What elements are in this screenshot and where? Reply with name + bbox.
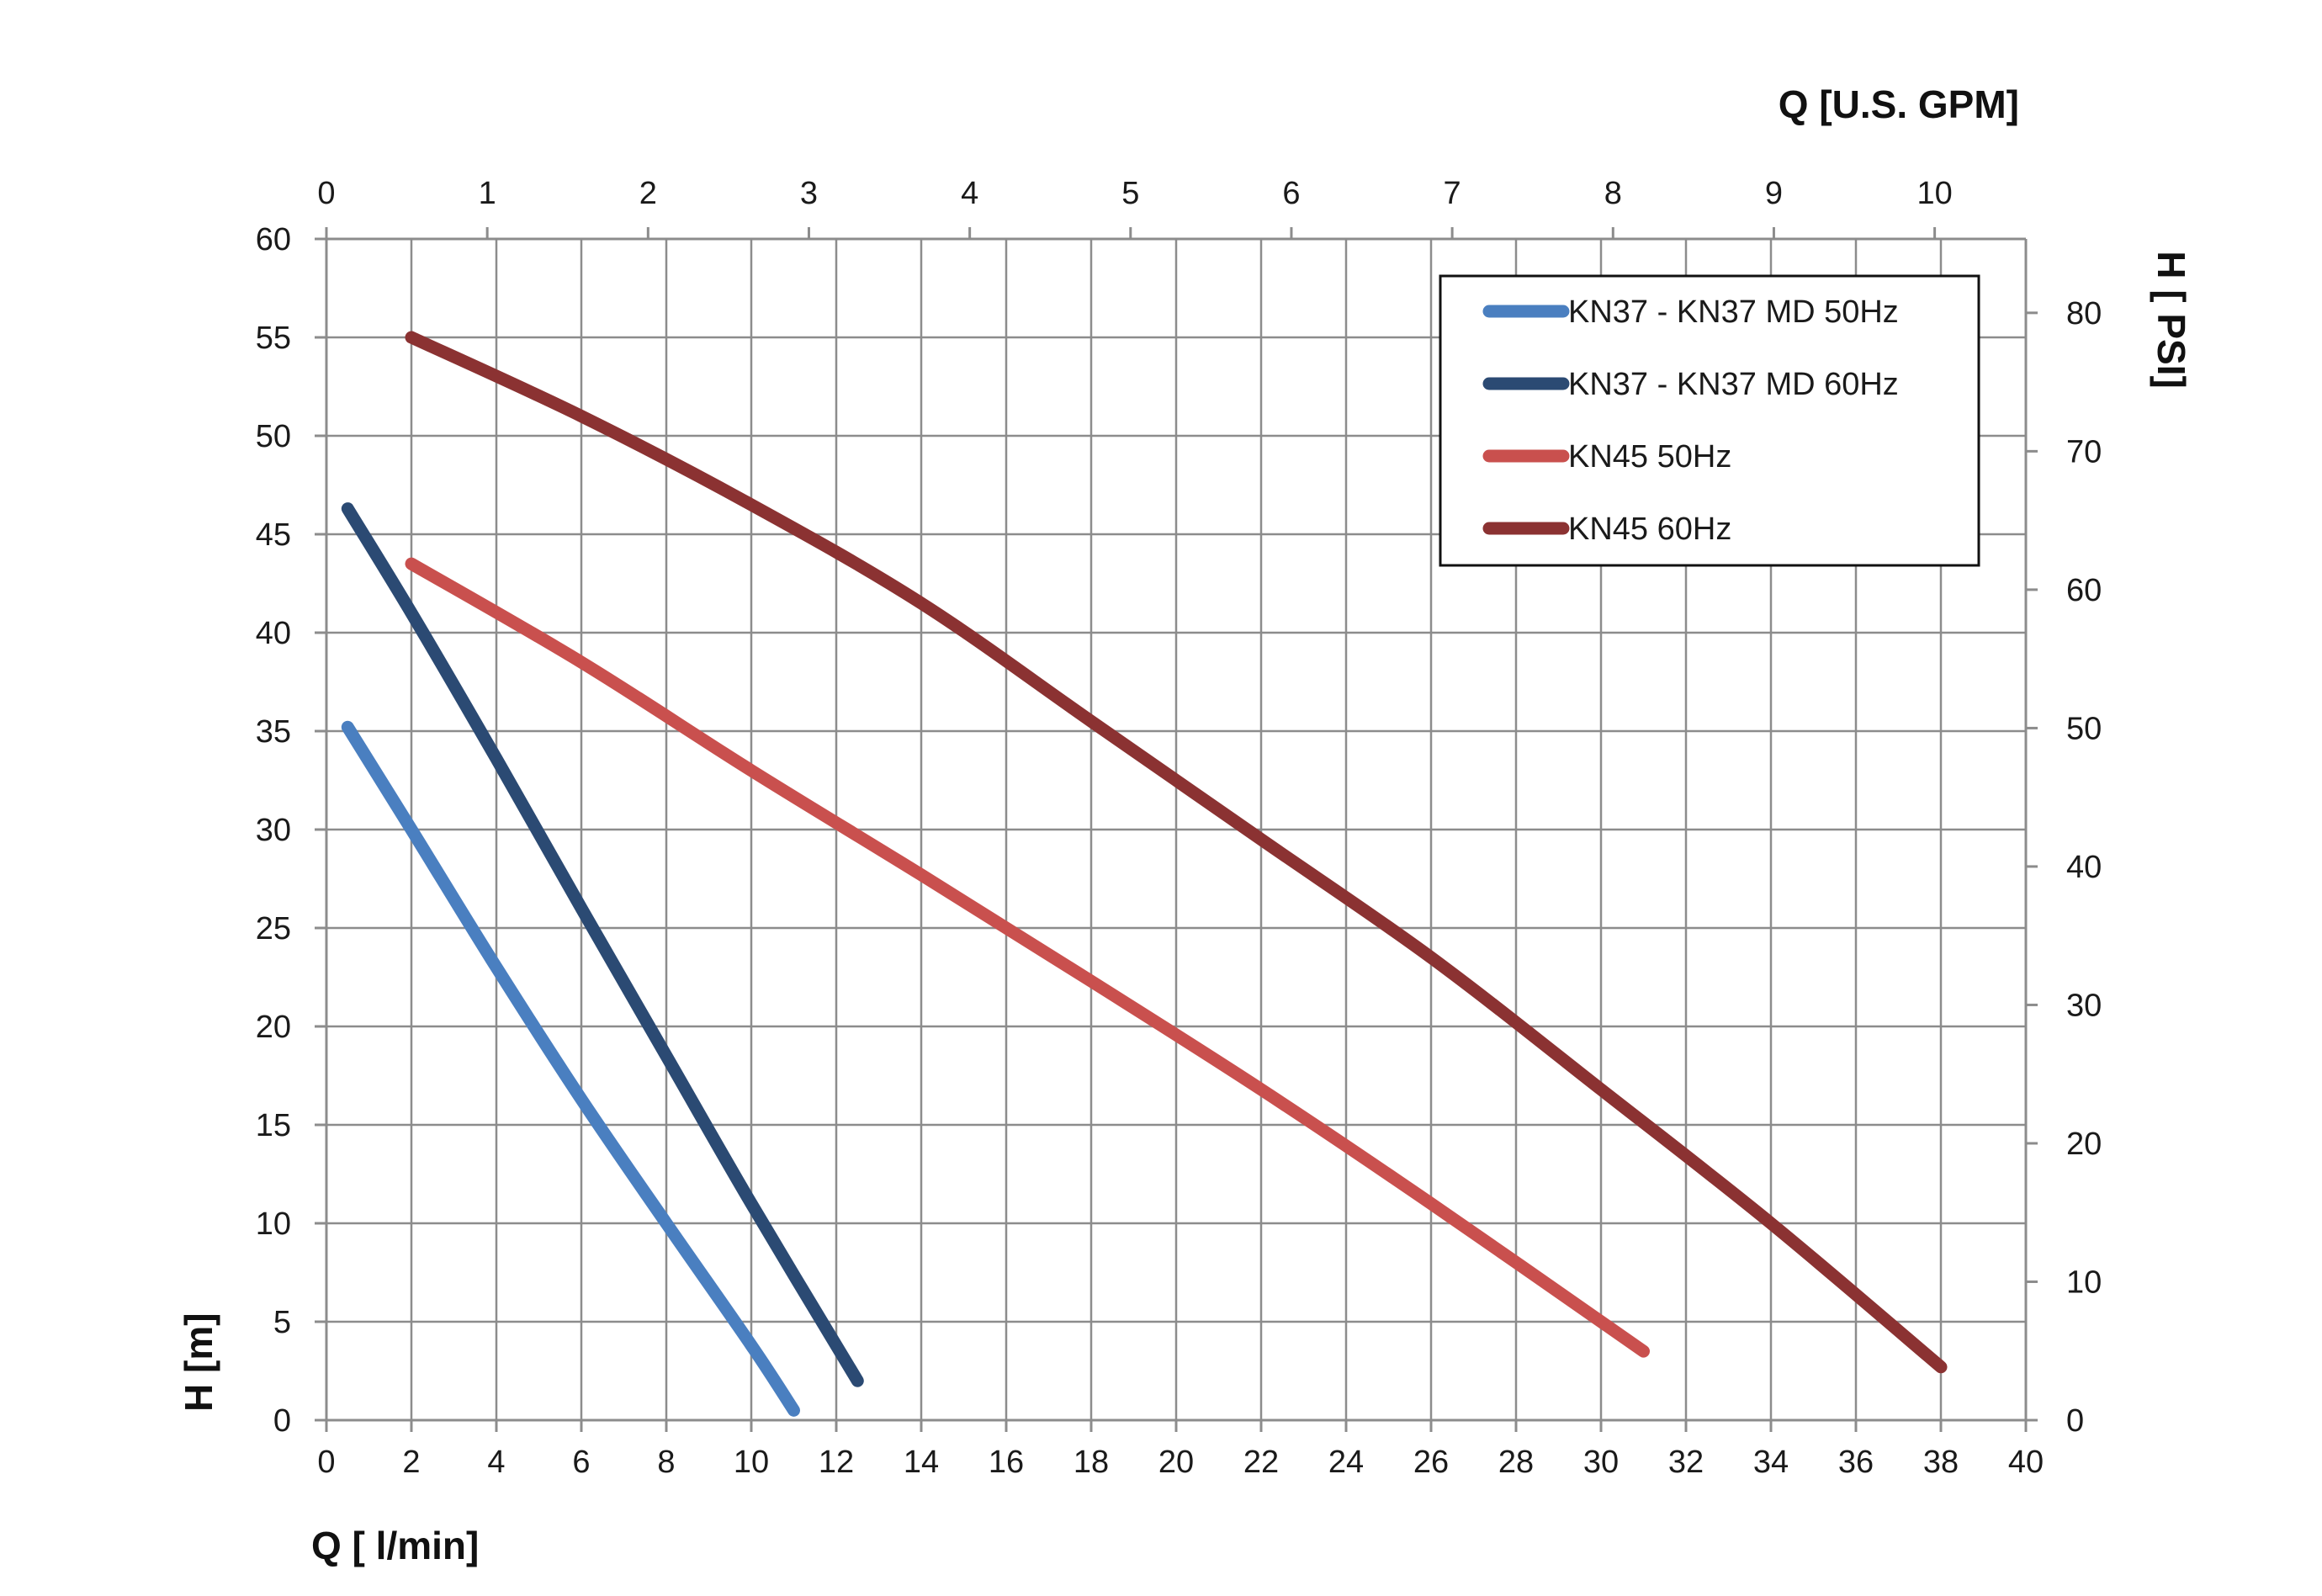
bottom-x-tick-label: 12 bbox=[819, 1445, 854, 1480]
bottom-x-tick-label: 4 bbox=[487, 1445, 505, 1480]
top-x-tick-label: 2 bbox=[639, 176, 657, 211]
top-x-tick-label: 1 bbox=[479, 176, 496, 211]
bottom-x-tick-label: 6 bbox=[572, 1445, 590, 1480]
legend-label: KN45 60Hz bbox=[1568, 512, 1731, 547]
bottom-x-tick-label: 40 bbox=[2008, 1445, 2044, 1480]
left-y-tick-label: 5 bbox=[273, 1305, 291, 1340]
top-x-tick-label: 10 bbox=[1916, 176, 1952, 211]
bottom-x-tick-label: 34 bbox=[1753, 1445, 1789, 1480]
right-y-tick-label: 30 bbox=[2066, 988, 2102, 1023]
left-y-tick-label: 50 bbox=[256, 419, 291, 454]
top-x-tick-label: 6 bbox=[1282, 176, 1300, 211]
bottom-x-tick-label: 8 bbox=[657, 1445, 675, 1480]
top-x-tick-label: 8 bbox=[1604, 176, 1622, 211]
left-y-tick-label: 15 bbox=[256, 1108, 291, 1143]
bottom-x-tick-label: 38 bbox=[1923, 1445, 1959, 1480]
legend-box bbox=[1439, 274, 1980, 567]
series-line-1 bbox=[341, 720, 800, 1417]
right-y-axis-title: H [ PSI] bbox=[2150, 251, 2193, 389]
bottom-x-tick-label: 28 bbox=[1498, 1445, 1534, 1480]
bottom-x-tick-label: 10 bbox=[734, 1445, 769, 1480]
bottom-x-tick-label: 30 bbox=[1583, 1445, 1619, 1480]
top-x-axis-title: Q [U.S. GPM] bbox=[1779, 82, 2019, 126]
bottom-x-tick-label: 18 bbox=[1074, 1445, 1109, 1480]
right-y-tick-label: 20 bbox=[2066, 1127, 2102, 1162]
legend-label: KN37 - KN37 MD 50Hz bbox=[1568, 294, 1899, 330]
left-y-axis-title: H [m] bbox=[177, 1312, 220, 1412]
series-lines bbox=[341, 331, 1948, 1417]
top-x-tick-label: 3 bbox=[800, 176, 818, 211]
right-y-tick-label: 0 bbox=[2066, 1403, 2084, 1439]
bottom-x-tick-label: 32 bbox=[1668, 1445, 1704, 1480]
legend: KN37 - KN37 MD 50Hz KN37 - KN37 MD 60Hz KN… bbox=[1439, 274, 1980, 567]
right-y-tick-label: 70 bbox=[2066, 434, 2102, 469]
top-x-tick-label: 0 bbox=[317, 176, 335, 211]
left-y-tick-label: 60 bbox=[256, 222, 291, 257]
left-y-tick-label: 40 bbox=[256, 616, 291, 651]
right-y-tick-label: 60 bbox=[2066, 573, 2102, 608]
bottom-x-tick-label: 20 bbox=[1158, 1445, 1194, 1480]
series-line-2 bbox=[341, 502, 864, 1387]
top-x-tick-label: 4 bbox=[961, 176, 978, 211]
series-line-3 bbox=[405, 557, 1650, 1358]
axes: 0 2 4 6 8 10 12 14 16 18 20 22 24 26 28 30 32 34 36 38 400 1 2… bbox=[256, 176, 2102, 1480]
bottom-x-tick-label: 26 bbox=[1413, 1445, 1449, 1480]
legend-label: KN45 50Hz bbox=[1568, 439, 1731, 475]
left-y-tick-label: 20 bbox=[256, 1010, 291, 1045]
left-y-tick-label: 25 bbox=[256, 911, 291, 946]
top-x-tick-label: 5 bbox=[1121, 176, 1139, 211]
left-y-tick-label: 0 bbox=[273, 1403, 291, 1439]
bottom-x-tick-label: 2 bbox=[402, 1445, 420, 1480]
right-y-tick-label: 50 bbox=[2066, 711, 2102, 746]
right-y-tick-label: 10 bbox=[2066, 1265, 2102, 1300]
left-y-tick-label: 45 bbox=[256, 517, 291, 553]
top-x-tick-label: 9 bbox=[1765, 176, 1783, 211]
left-y-tick-label: 35 bbox=[256, 714, 291, 750]
legend-label: KN37 - KN37 MD 60Hz bbox=[1568, 367, 1899, 402]
bottom-x-tick-label: 24 bbox=[1328, 1445, 1364, 1480]
bottom-x-tick-label: 16 bbox=[989, 1445, 1024, 1480]
series-line-4 bbox=[405, 331, 1948, 1374]
left-y-tick-label: 10 bbox=[256, 1206, 291, 1242]
bottom-x-tick-label: 22 bbox=[1243, 1445, 1279, 1480]
top-x-tick-label: 7 bbox=[1444, 176, 1461, 211]
left-y-tick-label: 30 bbox=[256, 813, 291, 848]
bottom-x-tick-label: 0 bbox=[317, 1445, 335, 1480]
right-y-tick-label: 40 bbox=[2066, 850, 2102, 885]
right-y-tick-label: 80 bbox=[2066, 296, 2102, 331]
left-y-tick-label: 55 bbox=[256, 321, 291, 356]
bottom-x-tick-label: 36 bbox=[1838, 1445, 1874, 1480]
bottom-x-tick-label: 14 bbox=[904, 1445, 939, 1480]
bottom-x-axis-title: Q [ l/min] bbox=[311, 1524, 479, 1567]
